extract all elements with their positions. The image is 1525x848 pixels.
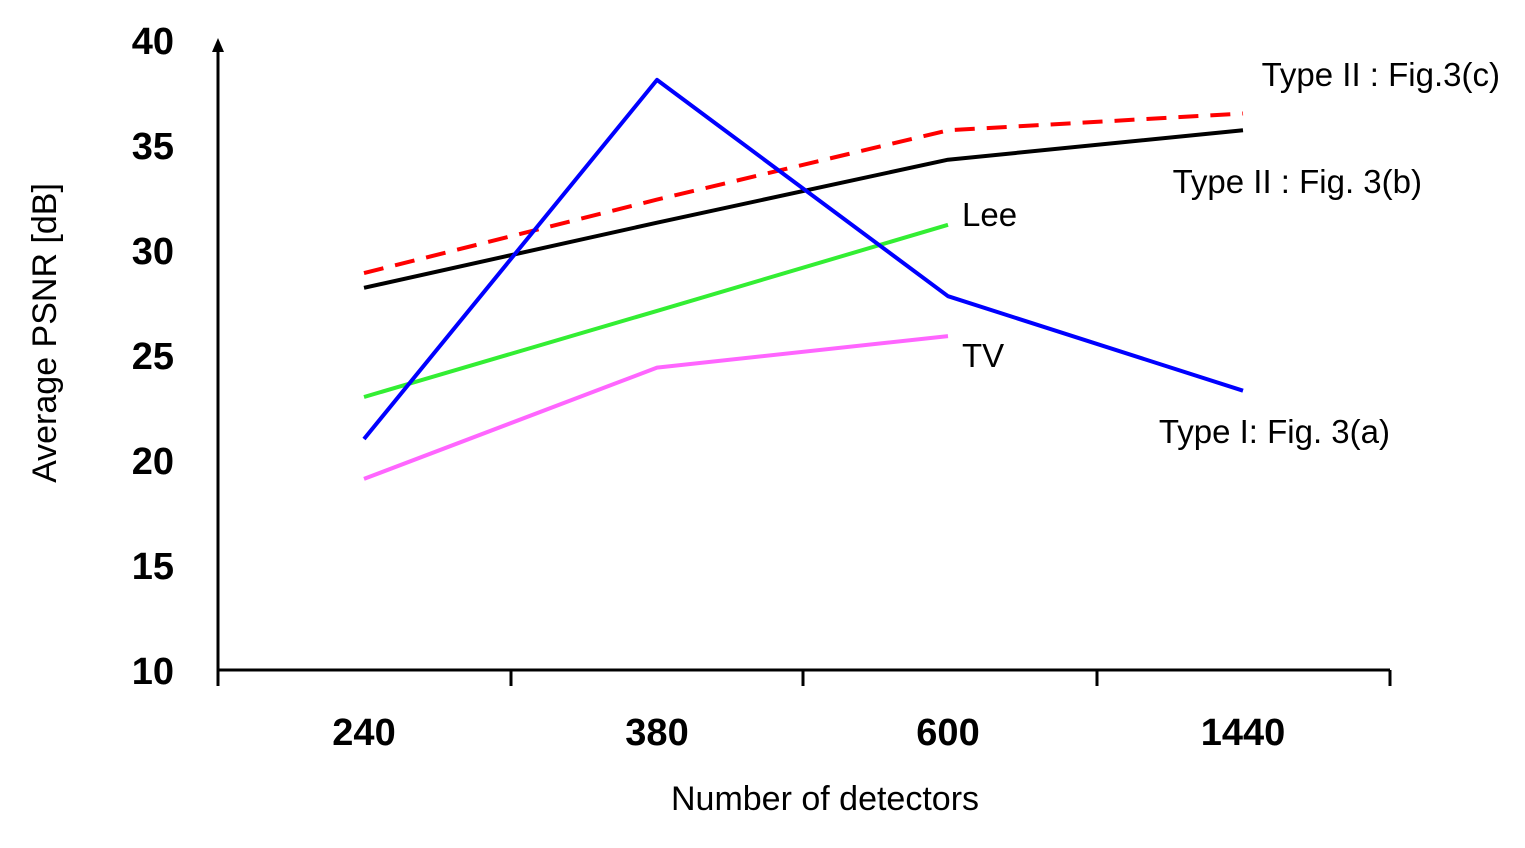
series-label-type-ii-fig-3-b: Type II : Fig. 3(b) <box>1173 163 1422 200</box>
x-axis-title: Number of detectors <box>671 780 979 818</box>
y-tick-label: 40 <box>132 21 174 63</box>
series-label-type-ii-fig-3-c: Type II : Fig.3(c) <box>1262 56 1500 93</box>
series-label-tv: TV <box>962 337 1004 374</box>
series-label-type-i-fig-3-a: Type I: Fig. 3(a) <box>1159 413 1390 450</box>
x-tick-labels: 240 380 600 1440 <box>332 712 1285 754</box>
series-label-lee: Lee <box>962 196 1017 233</box>
series-line-type-ii-fig-3-b <box>363 128 1244 290</box>
series-line-type-ii-fig-3-c <box>363 111 1244 276</box>
y-tick-label: 25 <box>132 336 174 378</box>
x-tick-label: 380 <box>625 712 688 754</box>
y-axis-arrowhead <box>212 38 224 52</box>
y-tick-label: 30 <box>132 231 174 273</box>
x-tick-label: 600 <box>916 712 979 754</box>
y-tick-label: 20 <box>132 441 174 483</box>
series-line-tv <box>363 334 949 481</box>
series-labels: Type II : Fig.3(c) Type II : Fig. 3(b) Lee… <box>962 56 1500 450</box>
y-tick-labels: 10 15 20 25 30 35 40 <box>132 21 174 693</box>
x-tick-label: 240 <box>332 712 395 754</box>
series-lines <box>362 77 1244 481</box>
y-tick-label: 10 <box>132 651 174 693</box>
y-tick-label: 35 <box>132 126 174 168</box>
series-line-type-i-fig-3-a <box>362 77 1244 441</box>
x-axis-ticks <box>216 670 1392 686</box>
y-tick-label: 15 <box>132 546 174 588</box>
y-axis-title: Average PSNR [dB] <box>26 183 64 483</box>
x-tick-label: 1440 <box>1201 712 1286 754</box>
series-line-lee <box>363 222 949 399</box>
